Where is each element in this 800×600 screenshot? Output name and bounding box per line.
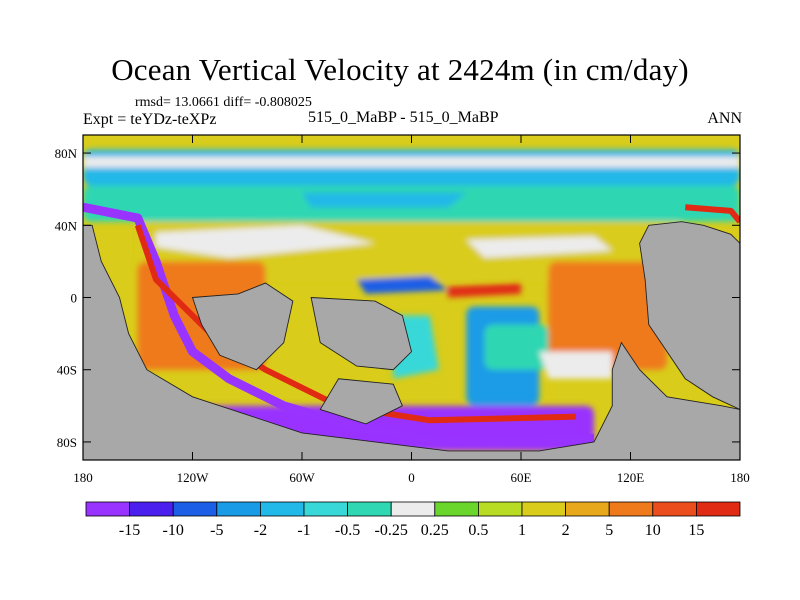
colorbar-box — [477, 501, 523, 517]
field-patch — [539, 351, 613, 379]
land-mask — [83, 221, 740, 460]
x-tick-label: 60W — [289, 470, 315, 485]
colorbar-box — [390, 501, 436, 517]
field-patch — [83, 156, 740, 168]
colorbar-box — [521, 501, 566, 517]
colorbar-label: 2 — [562, 522, 570, 539]
colorbar-box — [434, 501, 479, 517]
colorbar: -15 -10 -5 -2 -1 -0.5 -0.25 0.25 0.5 1 2 5 10 15 — [85, 501, 741, 539]
colorbar-box — [85, 501, 130, 517]
colorbar-box — [608, 501, 654, 517]
case-label: 515_0_MaBP - 515_0_MaBP — [308, 109, 499, 126]
field-region-eastern-basin — [548, 261, 667, 370]
x-tick-label: 120E — [617, 470, 645, 485]
x-tick-label: 180 — [730, 470, 750, 485]
x-tick-label: 120W — [177, 470, 210, 485]
field-patch — [356, 275, 448, 294]
colorbar-label: -15 — [119, 522, 140, 539]
colorbar-box — [565, 501, 610, 517]
land-polygon — [310, 297, 412, 371]
axes: 180 120W 60W 0 60E 120E 180 80N 40N 0 40S 80S — [55, 135, 750, 485]
colorbar-box — [259, 501, 305, 517]
stats-line: rmsd= 13.0661 diff= -0.808025 — [135, 95, 312, 110]
colorbar-label: -0.25 — [375, 522, 408, 539]
colorbar-box — [172, 501, 218, 517]
land-polygon — [191, 282, 294, 371]
land-polygon — [319, 378, 403, 425]
colorbar-label: 5 — [605, 522, 613, 539]
y-tick-label: 80S — [57, 435, 77, 450]
land-polygon — [83, 224, 740, 460]
east-boundary-upwelling — [685, 204, 740, 224]
y-tick-label: 0 — [71, 291, 78, 306]
colorbar-label: -5 — [210, 522, 223, 539]
field-regions — [83, 149, 740, 451]
colorbar-box — [347, 501, 392, 517]
x-tick-label: 0 — [408, 470, 415, 485]
y-tick-label: 80N — [55, 146, 78, 161]
field-region-central-basin-core — [484, 324, 549, 370]
x-tick-label: 60E — [511, 470, 532, 485]
experiment-label: Expt = teYDz-teXPz — [83, 111, 217, 128]
land-polygon — [639, 221, 740, 410]
boundary-upwelling — [134, 224, 576, 424]
field-patch — [156, 225, 375, 258]
colorbar-label: -2 — [254, 522, 267, 539]
x-tick-label: 180 — [73, 470, 93, 485]
colorbar-box — [696, 501, 741, 517]
colorbar-label: 15 — [688, 522, 704, 539]
colorbar-box — [216, 501, 261, 517]
colorbar-label: 10 — [645, 522, 661, 539]
chart-title: Ocean Vertical Velocity at 2424m (in cm/… — [111, 52, 689, 87]
colorbar-label: -1 — [297, 522, 310, 539]
colorbar-box — [303, 501, 348, 517]
season-label: ANN — [707, 110, 742, 127]
colorbar-label: 0.5 — [468, 522, 488, 539]
field-patch — [302, 192, 467, 208]
field-patch — [448, 283, 521, 298]
colorbar-label: 1 — [518, 522, 526, 539]
y-tick-label: 40N — [55, 218, 78, 233]
colorbar-box — [129, 501, 174, 517]
colorbar-label: -10 — [163, 522, 184, 539]
colorbar-box — [652, 501, 697, 517]
y-tick-label: 40S — [57, 363, 77, 378]
field-patch — [466, 236, 613, 258]
colorbar-label: 0.25 — [421, 522, 449, 539]
colorbar-label: -0.5 — [335, 522, 360, 539]
western-boundary-current — [83, 202, 595, 447]
